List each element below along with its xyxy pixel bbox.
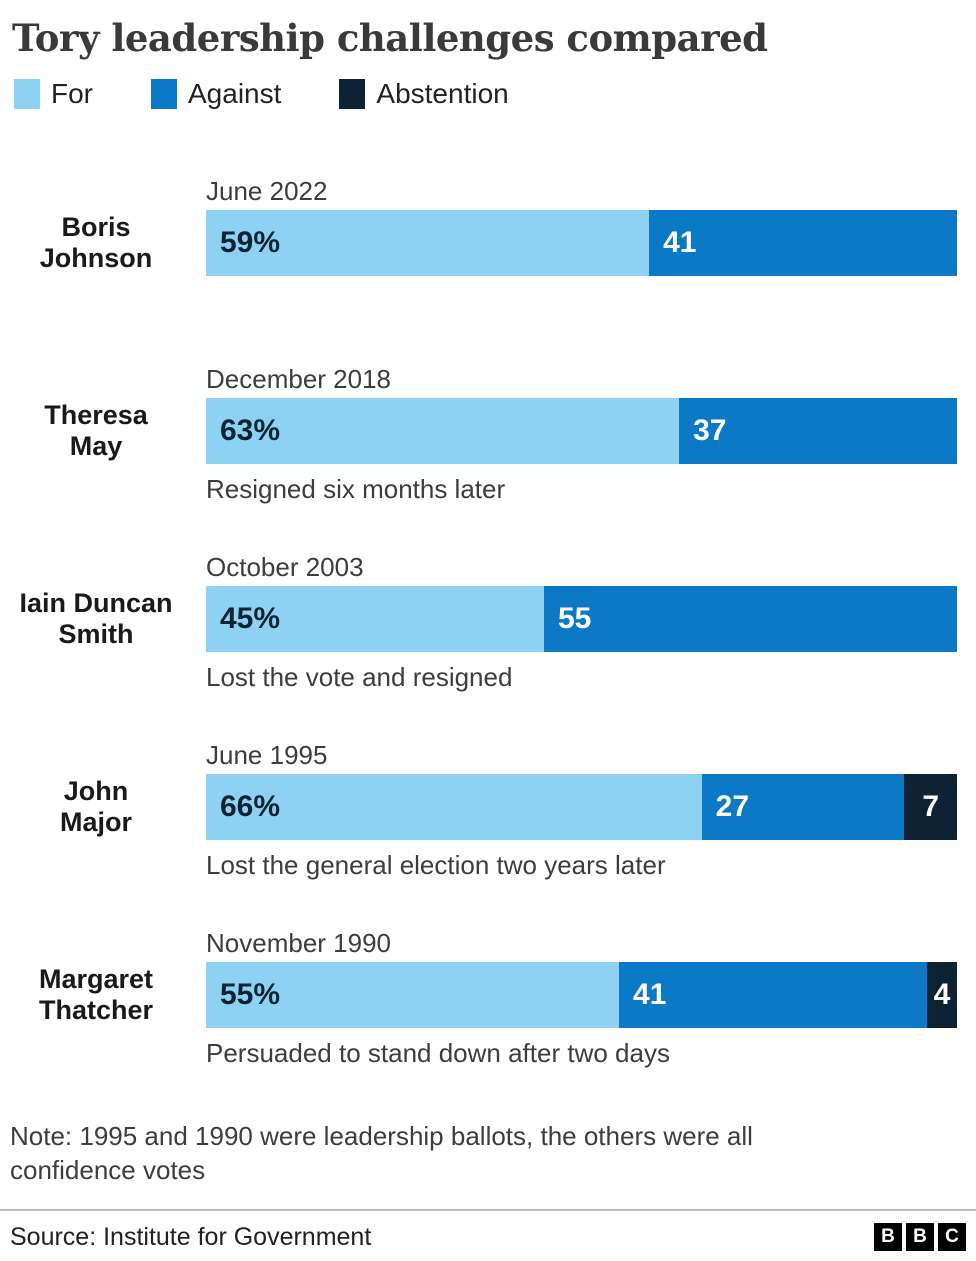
date-label: June 2022 [206,176,328,207]
category-label-line: Iain Duncan [19,587,173,618]
date-label: November 1990 [206,928,391,959]
legend-label-for: For [51,78,93,110]
legend-label-against: Against [188,78,282,110]
bar-value-label: 63% [220,414,281,448]
row-main: October 2003 45% 55 Lost the vote and res… [206,552,957,694]
bar-value-label: 55% [220,978,281,1012]
stacked-bar: 66% 27 7 [206,774,957,841]
bar-segment-for: 55% [206,962,620,1029]
bar-value-label: 27 [715,790,750,824]
source-credit: Source: Institute for Government [10,1222,372,1251]
row-john-major: John Major June 1995 66% 27 7 Lost the gen… [0,740,976,928]
for-swatch-icon [14,79,40,110]
bar-segment-against: 41 [649,210,957,277]
category-label: John Major [0,774,192,840]
against-swatch-icon [151,79,177,110]
row-main: November 1990 55% 41 4 Persuaded to stand … [206,928,957,1070]
bar-segment-against: 55 [543,586,957,653]
date-label: December 2018 [206,364,391,395]
page-title: Tory leadership challenges compared [12,16,768,60]
date-label: June 1995 [206,740,328,771]
category-label: Theresa May [0,398,192,464]
legend: For Against Abstention [14,78,976,110]
category-label-line: Boris [61,211,131,242]
bar-segment-against: 27 [701,774,905,841]
category-label-line: Smith [58,619,134,650]
stacked-bar: 59% 41 [206,210,957,277]
category-label-line: John [63,775,129,806]
category-label: Iain Duncan Smith [0,586,192,652]
bar-value-label: 59% [220,226,281,260]
category-label-line: May [69,431,123,462]
legend-item-abstention: Abstention [339,78,509,110]
category-label-line: Margaret [38,963,154,994]
row-main: June 1995 66% 27 7 Lost the general electi… [206,740,957,882]
bar-segment-for: 66% [206,774,702,841]
outcome-caption [206,286,957,318]
outcome-caption: Persuaded to stand down after two days [206,1038,670,1069]
bbc-logo-block: C [938,1223,966,1251]
category-label: Margaret Thatcher [0,962,192,1028]
bar-value-label: 41 [663,226,697,260]
bar-value-label: 45% [220,602,281,636]
row-main: December 2018 63% 37 Resigned six months … [206,364,957,506]
bbc-logo-block: B [906,1223,934,1251]
bar-segment-against: 41 [619,962,927,1029]
bbc-logo-icon: B B C [874,1223,966,1251]
bar-rows: Boris Johnson June 2022 59% 41 Theresa Ma… [0,176,976,1116]
category-label-line: Major [59,807,132,838]
outcome-caption: Resigned six months later [206,474,506,505]
stacked-bar: 55% 41 4 [206,962,957,1029]
category-label-line: Johnson [39,243,153,274]
outcome-caption: Lost the vote and resigned [206,662,513,693]
footer: Source: Institute for Government B B C [0,1209,976,1261]
bar-segment-abstention: 7 [904,774,957,841]
bar-segment-for: 59% [206,210,650,277]
bar-segment-for: 63% [206,398,680,465]
bar-value-label: 55 [557,602,592,636]
row-margaret-thatcher: Margaret Thatcher November 1990 55% 41 4 P… [0,928,976,1116]
legend-item-against: Against [151,78,281,110]
bar-segment-abstention: 4 [926,962,957,1029]
category-label: Boris Johnson [0,210,192,276]
bbc-logo-block: B [874,1223,902,1251]
date-label: October 2003 [206,552,364,583]
row-theresa-may: Theresa May December 2018 63% 37 Resigned… [0,364,976,552]
row-main: June 2022 59% 41 [206,176,957,318]
bar-value-label: 4 [933,978,951,1012]
stacked-bar: 63% 37 [206,398,957,465]
abstention-swatch-icon [339,79,366,110]
bar-segment-for: 45% [206,586,544,653]
bar-value-label: 66% [220,790,281,824]
stacked-bar: 45% 55 [206,586,957,653]
row-boris-johnson: Boris Johnson June 2022 59% 41 [0,176,976,364]
row-iain-duncan-smith: Iain Duncan Smith October 2003 45% 55 Los… [0,552,976,740]
legend-label-abstention: Abstention [376,78,509,110]
bar-value-label: 41 [633,978,667,1012]
outcome-caption: Lost the general election two years late… [206,850,666,881]
footnote: Note: 1995 and 1990 were leadership ball… [10,1121,753,1186]
category-label-line: Thatcher [38,995,154,1026]
legend-item-for: For [14,78,93,110]
bar-value-label: 7 [922,790,940,824]
category-label-line: Theresa [44,399,148,430]
bar-segment-against: 37 [679,398,957,465]
bar-value-label: 37 [693,414,727,448]
